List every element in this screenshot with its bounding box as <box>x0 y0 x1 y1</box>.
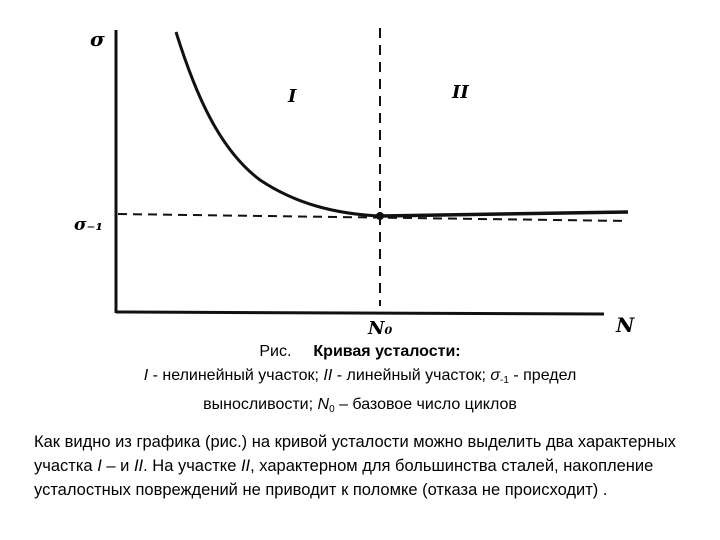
body-t2: – и <box>101 457 134 475</box>
legend-sub-3: -1 <box>500 375 509 386</box>
region-1-label: I <box>287 86 297 107</box>
body-t4: , характерном для большинства сталей, на… <box>34 457 654 499</box>
legend-sub-4: 0 <box>329 404 335 415</box>
x-axis <box>115 310 605 316</box>
region-2-label: II <box>451 82 469 103</box>
legend-text-3: - предел <box>508 367 577 384</box>
legend-sym-2: II <box>323 367 333 384</box>
caption-prefix: Рис. <box>259 343 292 360</box>
fatigue-curve-linear <box>379 210 629 218</box>
fatigue-curve-nonlinear <box>174 31 381 218</box>
figure-caption: Рис. Кривая усталости: I - нелинейный уча… <box>0 340 720 422</box>
legend-sym-4: N <box>317 396 330 413</box>
legend-text-2: - линейный участок; <box>332 367 491 384</box>
body-s2: II <box>133 457 144 475</box>
body-t3: . На участке <box>143 457 241 475</box>
caption-legend-row-2: выносливости; N0 – базовое число циклов <box>0 393 720 422</box>
n0-label: N₀ <box>367 318 392 339</box>
legend-sym-1: I <box>143 367 149 384</box>
legend-text-1: - нелинейный участок; <box>148 367 324 384</box>
body-t1: Как видно из графика (рис.) на кривой ус… <box>34 433 676 475</box>
caption-title-row: Рис. Кривая усталости: <box>0 340 720 364</box>
explanation-paragraph: Как видно из графика (рис.) на кривой ус… <box>34 430 704 502</box>
y-axis-label: σ <box>90 27 105 51</box>
caption-legend-row: I - нелинейный участок; II - линейный уч… <box>0 364 720 393</box>
body-s3: II <box>240 457 251 475</box>
n0-point <box>376 212 384 220</box>
legend-text-3b: выносливости; <box>203 396 318 413</box>
fatigue-curve-diagram: σ σ₋₁ N₀ N I II <box>74 27 635 339</box>
endurance-limit-dashed-line <box>117 213 629 222</box>
caption-title: Кривая усталости: <box>313 343 461 360</box>
x-axis-label: N <box>615 313 635 337</box>
legend-text-4: – базовое число циклов <box>334 396 517 413</box>
legend-sym-3: σ <box>490 367 501 384</box>
body-s1: I <box>97 457 102 475</box>
endurance-limit-label: σ₋₁ <box>74 215 103 235</box>
